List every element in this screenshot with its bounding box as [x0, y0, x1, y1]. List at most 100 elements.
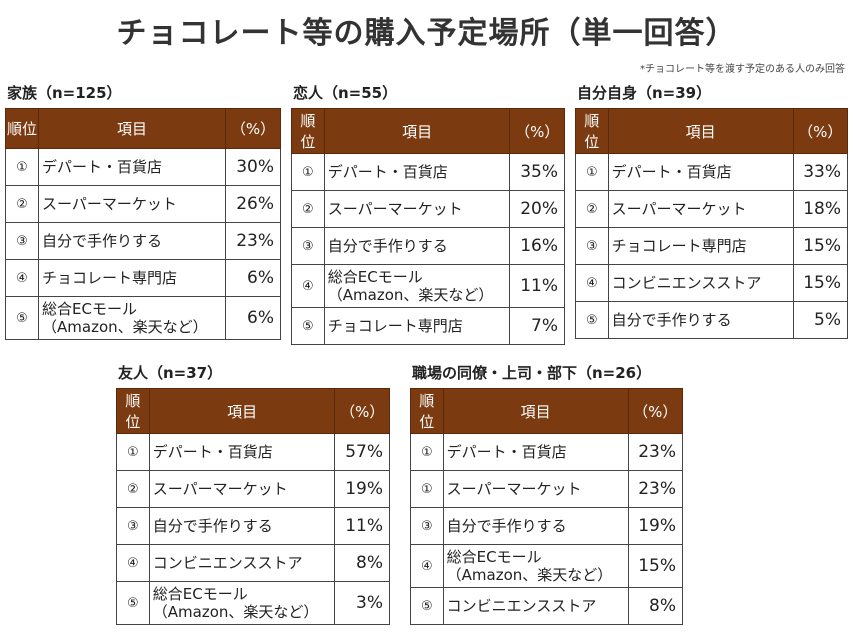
ranking-table: 順位 項目 （%） ① デパート・百貨店 35% ② スーパーマーケット 20% ③ 自分で手作りす… [291, 108, 565, 345]
table-row: ③ 自分で手作りする 11% [116, 507, 390, 545]
pct-header: （%） [627, 388, 684, 434]
item-cell: スーパーマーケット [442, 470, 629, 508]
rank-cell: ② [291, 190, 325, 228]
item-header: 項目 [442, 388, 629, 434]
table-header: 順位 項目 （%） [5, 108, 281, 149]
item-header: 項目 [38, 108, 226, 149]
rank-cell: ④ [116, 544, 150, 582]
table-row: ① スーパーマーケット 23% [410, 470, 684, 508]
item-cell: コンビニエンスストア [148, 544, 336, 582]
table-row: ④ 総合ECモール （Amazon、楽天など） 11% [291, 264, 565, 308]
item-cell: コンビニエンスストア [442, 587, 629, 625]
table-row: ⑤ 自分で手作りする 5% [575, 301, 849, 339]
table-title: 友人（n=37） [118, 364, 223, 382]
pct-cell: 6% [225, 296, 281, 340]
ranking-table: 順位 項目 （%） ① デパート・百貨店 23% ① スーパーマーケット 23% ③ 自分で手作りす… [410, 388, 684, 625]
pct-header: （%） [509, 108, 565, 154]
item-cell: コンビニエンスストア [607, 264, 794, 302]
pct-cell: 23% [225, 222, 281, 260]
item-header: 項目 [323, 108, 511, 154]
footnote: *チョコレート等を渡す予定のある人のみ回答 [640, 64, 845, 75]
item-header: 項目 [148, 388, 336, 434]
table-row: ② スーパーマーケット 20% [291, 190, 565, 228]
item-header: 項目 [607, 108, 794, 154]
item-cell: デパート・百貨店 [442, 433, 629, 471]
table-row: ① デパート・百貨店 57% [116, 433, 390, 471]
table-header: 順位 項目 （%） [291, 108, 565, 154]
table-row: ② スーパーマーケット 26% [5, 185, 281, 223]
pct-cell: 15% [792, 227, 849, 265]
rank-cell: ① [5, 148, 39, 186]
pct-cell: 5% [792, 301, 849, 339]
rank-header: 順位 [291, 108, 325, 154]
pct-cell: 18% [792, 190, 849, 228]
pct-cell: 3% [334, 581, 390, 625]
table-row: ④ 総合ECモール （Amazon、楽天など） 15% [410, 544, 684, 588]
item-cell: スーパーマーケット [607, 190, 794, 228]
item-cell: スーパーマーケット [38, 185, 226, 223]
rank-cell: ② [5, 185, 39, 223]
pct-cell: 16% [509, 227, 565, 265]
item-cell: 自分で手作りする [442, 507, 629, 545]
rank-cell: ④ [291, 264, 325, 308]
table-row: ⑤ コンビニエンスストア 8% [410, 587, 684, 625]
item-cell: 自分で手作りする [148, 507, 336, 545]
rank-cell: ② [116, 470, 150, 508]
pct-cell: 11% [334, 507, 390, 545]
pct-header: （%） [225, 108, 281, 149]
pct-cell: 8% [334, 544, 390, 582]
table-row: ④ コンビニエンスストア 8% [116, 544, 390, 582]
rank-header: 順位 [575, 108, 609, 154]
item-cell: デパート・百貨店 [607, 153, 794, 191]
rank-cell: ① [575, 153, 609, 191]
rank-header: 順位 [116, 388, 150, 434]
table-row: ⑤ チョコレート専門店 7% [291, 307, 565, 345]
table-block: 家族（n=125） 順位 項目 （%） ① デパート・百貨店 30% ② スーパーマーケット 2… [5, 82, 281, 340]
table-block: 友人（n=37） 順位 項目 （%） ① デパート・百貨店 57% ② スーパーマーケット 19… [116, 362, 390, 625]
rank-cell: ③ [410, 507, 444, 545]
pct-cell: 35% [509, 153, 565, 191]
table-title: 自分自身（n=39） [577, 84, 712, 102]
table-header: 順位 項目 （%） [116, 388, 390, 434]
item-cell: 自分で手作りする [607, 301, 794, 339]
pct-cell: 26% [225, 185, 281, 223]
table-row: ⑤ 総合ECモール （Amazon、楽天など） 3% [116, 581, 390, 625]
pct-cell: 19% [627, 507, 684, 545]
item-cell: スーパーマーケット [323, 190, 511, 228]
item-cell: 総合ECモール （Amazon、楽天など） [442, 544, 629, 588]
table-title: 恋人（n=55） [293, 84, 398, 102]
table-title: 職場の同僚・上司・部下（n=26） [412, 364, 652, 382]
rank-cell: ④ [5, 259, 39, 297]
rank-cell: ① [410, 433, 444, 471]
rank-cell: ③ [291, 227, 325, 265]
rank-cell: ② [575, 190, 609, 228]
item-cell: 総合ECモール （Amazon、楽天など） [323, 264, 511, 308]
rank-cell: ⑤ [410, 587, 444, 625]
table-row: ③ チョコレート専門店 15% [575, 227, 849, 265]
table-row: ③ 自分で手作りする 19% [410, 507, 684, 545]
table-row: ③ 自分で手作りする 16% [291, 227, 565, 265]
item-cell: 総合ECモール （Amazon、楽天など） [38, 296, 226, 340]
table-row: ② スーパーマーケット 18% [575, 190, 849, 228]
rank-cell: ① [410, 470, 444, 508]
item-cell: 自分で手作りする [38, 222, 226, 260]
table-row: ① デパート・百貨店 35% [291, 153, 565, 191]
pct-cell: 57% [334, 433, 390, 471]
table-header: 順位 項目 （%） [410, 388, 684, 434]
pct-cell: 7% [509, 307, 565, 345]
table-row: ⑤ 総合ECモール （Amazon、楽天など） 6% [5, 296, 281, 340]
table-row: ② スーパーマーケット 19% [116, 470, 390, 508]
item-cell: チョコレート専門店 [607, 227, 794, 265]
pct-header: （%） [792, 108, 849, 154]
page-title: チョコレート等の購入予定場所（単一回答） [116, 16, 737, 51]
table-row: ① デパート・百貨店 30% [5, 148, 281, 186]
item-cell: チョコレート専門店 [323, 307, 511, 345]
item-cell: デパート・百貨店 [38, 148, 226, 186]
item-cell: 総合ECモール （Amazon、楽天など） [148, 581, 336, 625]
table-row: ③ 自分で手作りする 23% [5, 222, 281, 260]
item-cell: デパート・百貨店 [323, 153, 511, 191]
rank-cell: ① [116, 433, 150, 471]
rank-cell: ① [291, 153, 325, 191]
pct-cell: 19% [334, 470, 390, 508]
table-row: ④ チョコレート専門店 6% [5, 259, 281, 297]
